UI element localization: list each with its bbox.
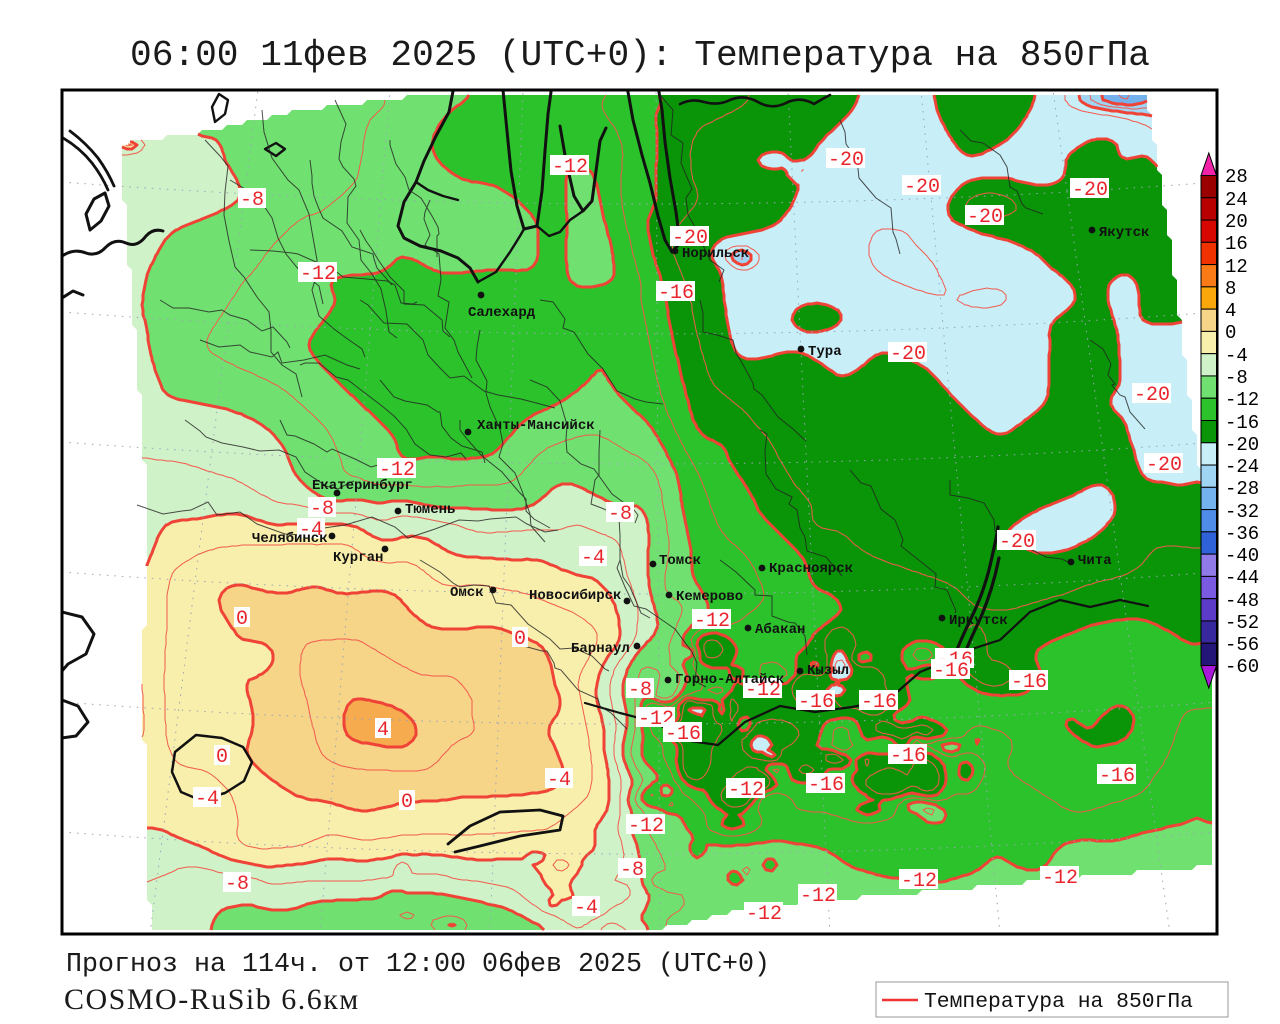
svg-text:-52: -52 [1225, 612, 1259, 634]
svg-text:0: 0 [514, 628, 526, 651]
svg-text:-12: -12 [800, 885, 836, 908]
svg-text:Омск: Омск [450, 585, 484, 601]
svg-text:-16: -16 [861, 691, 897, 714]
svg-text:-12: -12 [745, 679, 781, 702]
svg-text:-8: -8 [240, 189, 264, 212]
svg-text:-12: -12 [1042, 867, 1078, 890]
svg-text:Екатеринбург: Екатеринбург [312, 478, 413, 494]
svg-text:-20: -20 [1225, 434, 1259, 456]
svg-text:-16: -16 [1225, 412, 1259, 434]
svg-text:28: 28 [1225, 166, 1248, 188]
svg-text:-8: -8 [608, 503, 632, 526]
svg-text:-20: -20 [904, 176, 940, 199]
svg-text:8: 8 [1225, 278, 1236, 300]
svg-text:-12: -12 [300, 263, 336, 286]
svg-text:Новосибирск: Новосибирск [529, 588, 621, 604]
svg-text:-12: -12 [379, 459, 415, 482]
svg-text:-40: -40 [1225, 545, 1259, 567]
svg-text:-20: -20 [1072, 179, 1108, 202]
svg-text:-4: -4 [195, 788, 219, 811]
svg-text:-16: -16 [933, 660, 969, 683]
svg-text:Норильск: Норильск [682, 246, 749, 262]
svg-text:COSMO-RuSib 6.6км: COSMO-RuSib 6.6км [64, 983, 360, 1016]
svg-text:Кемерово: Кемерово [676, 589, 743, 605]
svg-text:0: 0 [401, 791, 413, 814]
svg-text:-44: -44 [1225, 567, 1259, 589]
svg-text:-16: -16 [808, 774, 844, 797]
svg-text:Томск: Томск [659, 553, 701, 569]
svg-text:Температура на 850гПа: Температура на 850гПа [924, 991, 1193, 1014]
svg-text:-12: -12 [552, 156, 588, 179]
svg-text:Тура: Тура [808, 344, 842, 360]
svg-text:-12: -12 [746, 903, 782, 926]
svg-text:-8: -8 [225, 873, 249, 896]
svg-text:-60: -60 [1225, 656, 1259, 678]
svg-text:0: 0 [1225, 322, 1236, 344]
svg-text:4: 4 [377, 719, 389, 742]
svg-text:-16: -16 [890, 745, 926, 768]
svg-text:-32: -32 [1225, 501, 1259, 523]
svg-text:-20: -20 [967, 206, 1003, 229]
svg-text:-4: -4 [299, 519, 323, 542]
svg-text:-28: -28 [1225, 478, 1259, 500]
svg-text:-12: -12 [694, 610, 730, 633]
svg-text:-4: -4 [574, 897, 598, 920]
svg-text:-16: -16 [1099, 765, 1135, 788]
svg-text:Якутск: Якутск [1099, 225, 1149, 241]
svg-text:Красноярск: Красноярск [769, 561, 853, 577]
svg-text:-12: -12 [901, 870, 937, 893]
svg-text:-8: -8 [310, 498, 334, 521]
svg-text:Чита: Чита [1078, 553, 1112, 569]
svg-text:-4: -4 [581, 547, 605, 570]
svg-text:-12: -12 [728, 779, 764, 802]
svg-text:0: 0 [236, 608, 248, 631]
svg-text:-16: -16 [1011, 671, 1047, 694]
svg-text:4: 4 [1225, 300, 1236, 322]
svg-text:Тюмень: Тюмень [405, 502, 455, 518]
svg-text:Барнаул: Барнаул [571, 641, 630, 657]
svg-text:-48: -48 [1225, 590, 1259, 612]
svg-text:Горно-Алтайск: Горно-Алтайск [675, 672, 784, 688]
svg-text:-16: -16 [658, 282, 694, 305]
svg-text:-20: -20 [828, 149, 864, 172]
svg-text:16: 16 [1225, 233, 1248, 255]
svg-text:Ханты-Мансийск: Ханты-Мансийск [477, 418, 595, 434]
svg-text:Прогноз на 114ч. от 12:00 06фе: Прогноз на 114ч. от 12:00 06фев 2025 (UT… [66, 949, 770, 979]
svg-text:Абакан: Абакан [755, 622, 805, 638]
svg-text:-8: -8 [1225, 367, 1248, 389]
svg-text:Салехард: Салехард [468, 305, 536, 321]
svg-text:-4: -4 [1225, 345, 1248, 367]
svg-text:-16: -16 [665, 723, 701, 746]
svg-text:-20: -20 [1146, 454, 1182, 477]
svg-text:-56: -56 [1225, 634, 1259, 656]
svg-text:24: 24 [1225, 189, 1248, 211]
svg-text:-12: -12 [628, 815, 664, 838]
svg-text:-24: -24 [1225, 456, 1259, 478]
svg-text:-16: -16 [798, 691, 834, 714]
svg-text:0: 0 [216, 746, 228, 769]
svg-text:06:00 11фев 2025 (UTC+0): Темп: 06:00 11фев 2025 (UTC+0): Температура на… [130, 35, 1150, 76]
svg-text:20: 20 [1225, 211, 1248, 233]
svg-text:-8: -8 [628, 679, 652, 702]
svg-text:-20: -20 [999, 531, 1035, 554]
svg-text:Курган: Курган [333, 550, 383, 566]
svg-text:Челябинск: Челябинск [252, 531, 328, 547]
svg-text:-8: -8 [620, 859, 644, 882]
svg-text:-20: -20 [1134, 384, 1170, 407]
svg-text:-20: -20 [890, 343, 926, 366]
svg-text:Иркутск: Иркутск [949, 613, 1008, 629]
svg-text:-36: -36 [1225, 523, 1259, 545]
svg-text:-20: -20 [672, 227, 708, 250]
svg-text:-4: -4 [547, 769, 571, 792]
svg-text:Кызыл: Кызыл [807, 663, 849, 679]
svg-text:-12: -12 [1225, 389, 1259, 411]
svg-text:12: 12 [1225, 256, 1248, 278]
